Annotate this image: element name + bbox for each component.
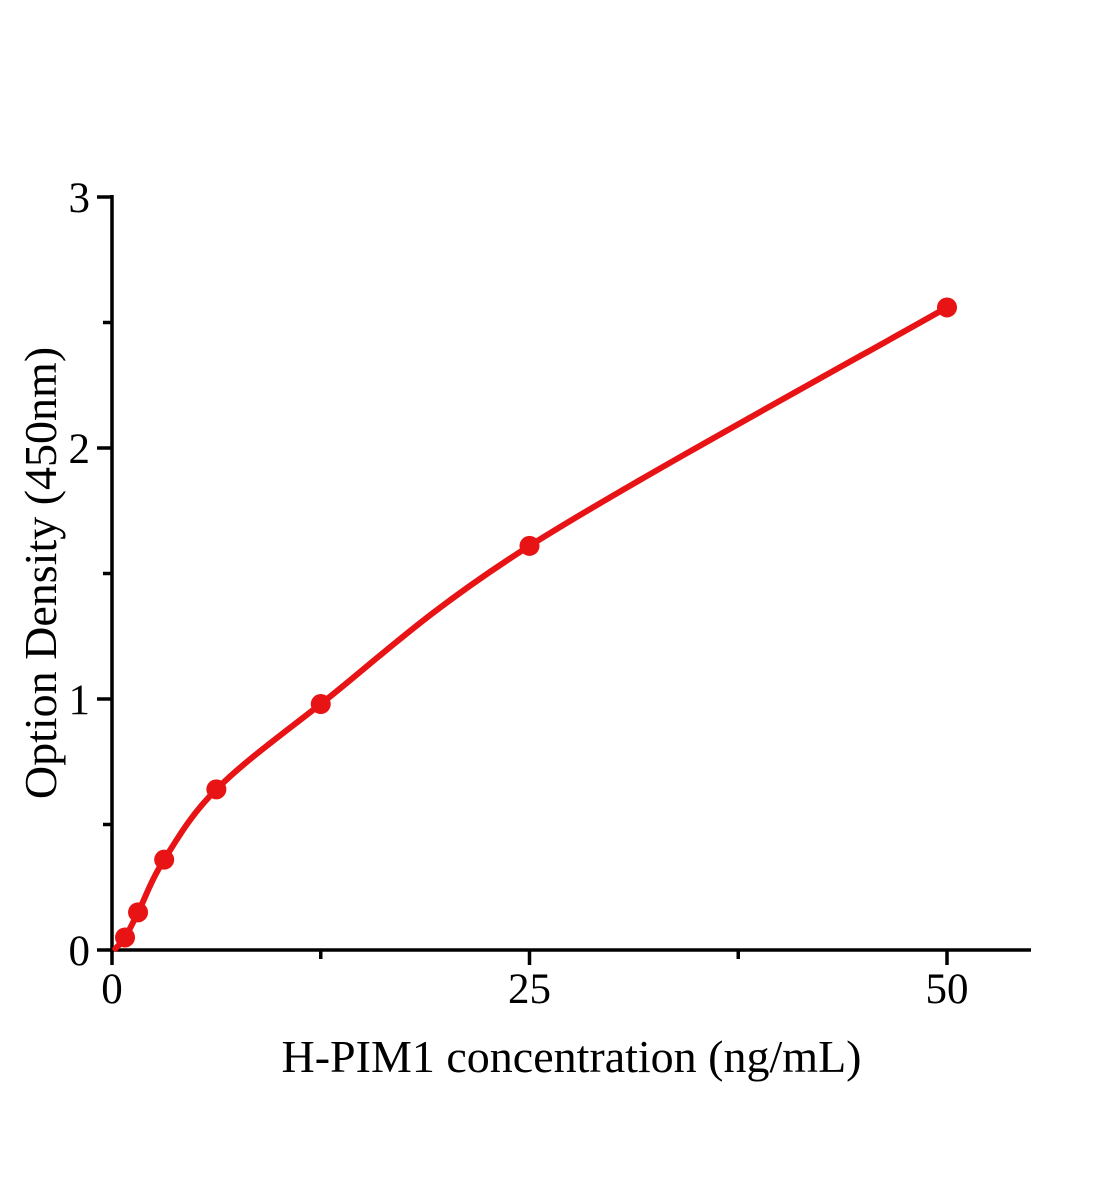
y-tick-label: 2 xyxy=(69,426,91,473)
x-axis-title: H-PIM1 concentration (ng/mL) xyxy=(282,1031,862,1082)
x-tick-label: 50 xyxy=(926,966,969,1013)
standard-curve-line xyxy=(112,304,950,952)
data-point xyxy=(154,849,175,870)
y-tick-label: 0 xyxy=(69,928,91,975)
y-axis-title: Option Density (450nm) xyxy=(15,347,66,799)
data-point xyxy=(937,297,957,318)
y-tick-label: 1 xyxy=(69,677,91,724)
y-tick-label: 3 xyxy=(69,175,91,222)
data-point xyxy=(310,694,331,715)
data-point xyxy=(206,779,227,800)
data-point xyxy=(115,927,136,948)
data-point xyxy=(519,535,540,556)
data-point xyxy=(128,902,149,923)
x-tick-label: 0 xyxy=(101,966,123,1013)
x-tick-label: 25 xyxy=(508,966,551,1013)
